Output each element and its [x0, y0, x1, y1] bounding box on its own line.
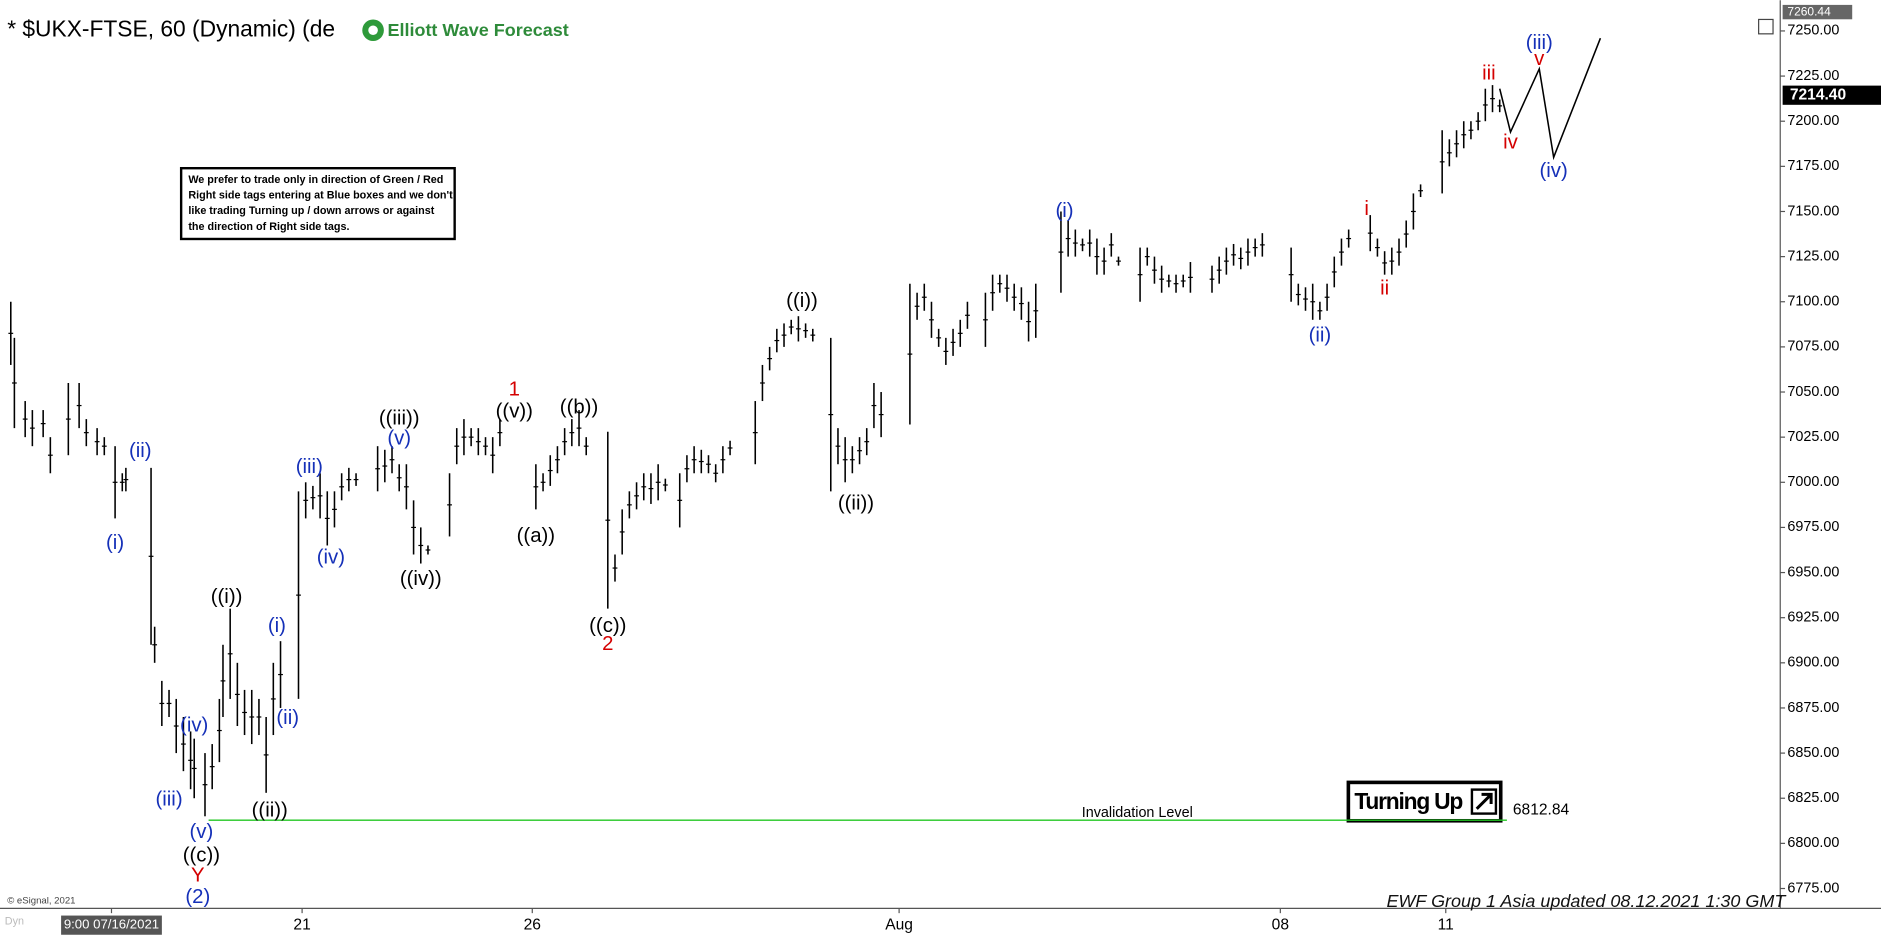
y-tick-label: 6800.00: [1787, 835, 1839, 851]
wave-label: iv: [1503, 131, 1519, 153]
wave-label: ((v)): [496, 400, 533, 422]
signal-text: Turning Up: [1354, 788, 1462, 814]
wave-label: (iv): [317, 547, 345, 569]
y-tick-label: 7100.00: [1787, 294, 1839, 310]
wave-label: (iii): [1526, 32, 1553, 54]
y-tick-label: 7200.00: [1787, 113, 1839, 129]
wave-label: (i): [106, 532, 124, 554]
note-line: We prefer to trade only in direction of …: [188, 174, 443, 186]
wave-label: ii: [1380, 278, 1389, 300]
signal-arrow-box: [1470, 788, 1498, 815]
note-frame: [179, 166, 456, 241]
wave-label: (iv): [180, 714, 208, 736]
wave-label: Y: [191, 864, 205, 886]
wave-label: (i): [1055, 200, 1073, 222]
signal-box: Turning Up: [1346, 780, 1503, 823]
y-tick-label: 7225.00: [1787, 68, 1839, 84]
note-box: We prefer to trade only in direction of …: [179, 166, 456, 241]
window-button[interactable]: [1758, 18, 1774, 35]
wave-label: v: [1534, 48, 1545, 70]
high-tag: 7260.44: [1787, 4, 1831, 18]
y-tick-label: 7000.00: [1787, 474, 1839, 490]
x-tick-label: 11: [1438, 916, 1454, 933]
x-tick-label: 9:00 07/16/2021: [64, 917, 159, 932]
wave-label: (v): [190, 821, 214, 843]
wave-label: (2): [185, 886, 210, 908]
wave-label: (i): [268, 615, 286, 637]
y-tick-label: 7150.00: [1787, 203, 1839, 219]
last-price: 7214.40: [1790, 86, 1847, 103]
wave-label: (ii): [1309, 324, 1332, 346]
y-tick-label: 7050.00: [1787, 384, 1839, 400]
x-tick-label: 08: [1272, 916, 1289, 933]
wave-label: ((iv)): [400, 568, 442, 590]
wave-label: ((a)): [517, 525, 555, 547]
corner-label: Dyn: [5, 915, 24, 927]
footer: EWF Group 1 Asia updated 08.12.2021 1:30…: [1386, 891, 1787, 911]
y-tick-label: 7175.00: [1787, 158, 1839, 174]
wave-label: i: [1364, 198, 1369, 220]
wave-label: ((i)): [211, 586, 243, 608]
projection-path: [1498, 37, 1602, 161]
wave-label: (iii): [296, 456, 323, 478]
x-tick-label: 21: [293, 916, 310, 933]
wave-label: (v): [387, 427, 411, 449]
high-tag-bg: [1782, 4, 1853, 20]
wave-label: ((c)): [589, 615, 626, 637]
logo-icon-inner: [368, 25, 378, 36]
y-tick-label: 7125.00: [1787, 248, 1839, 264]
y-tick-label: 6850.00: [1787, 745, 1839, 761]
wave-label: ((ii)): [838, 492, 874, 514]
chart-title: * $UKX-FTSE, 60 (Dynamic) (de: [7, 15, 335, 41]
note-line: the direction of Right side tags.: [188, 221, 349, 233]
y-tick-label: 6825.00: [1787, 790, 1839, 806]
note-line: like trading Turning up / down arrows or…: [188, 205, 434, 217]
y-tick-label: 6975.00: [1787, 519, 1839, 535]
y-tick-label: 6950.00: [1787, 564, 1839, 580]
wave-label: (ii): [276, 707, 299, 729]
wave-label: 2: [602, 633, 613, 655]
wave-label: iii: [1482, 63, 1496, 85]
y-tick-label: 7075.00: [1787, 339, 1839, 355]
wave-label: ((c)): [183, 844, 220, 866]
logo: Elliott Wave Forecast: [362, 19, 569, 42]
copyright: © eSignal, 2021: [7, 896, 75, 907]
y-tick-label: 6775.00: [1787, 880, 1839, 896]
x-tick-label-bg: [61, 915, 162, 935]
y-tick-label: 7250.00: [1787, 23, 1839, 39]
signal-arrow: [1475, 792, 1493, 810]
wave-label: ((iii)): [379, 407, 420, 429]
note-line: Right side tags entering at Blue boxes a…: [188, 190, 453, 202]
x-tick-label: Aug: [885, 916, 913, 933]
wave-label: 1: [509, 379, 520, 401]
y-tick-label: 6925.00: [1787, 609, 1839, 625]
y-tick-label: 6900.00: [1787, 655, 1839, 671]
wave-label: (iv): [1540, 160, 1568, 182]
wave-label: ((b)): [560, 397, 598, 419]
y-tick-label: 7025.00: [1787, 429, 1839, 445]
y-tick-label: 6875.00: [1787, 700, 1839, 716]
logo-text: Elliott Wave Forecast: [387, 20, 568, 40]
wave-label: ((i)): [786, 290, 818, 312]
last-price-bg: [1782, 85, 1881, 105]
invalidation-label: Invalidation Level: [1082, 805, 1193, 821]
x-tick-label: 26: [524, 916, 541, 933]
wave-label: (iii): [155, 788, 182, 810]
wave-label: (ii): [129, 440, 152, 462]
wave-label: ((ii)): [252, 799, 288, 821]
invalidation-value: 6812.84: [1513, 802, 1570, 819]
